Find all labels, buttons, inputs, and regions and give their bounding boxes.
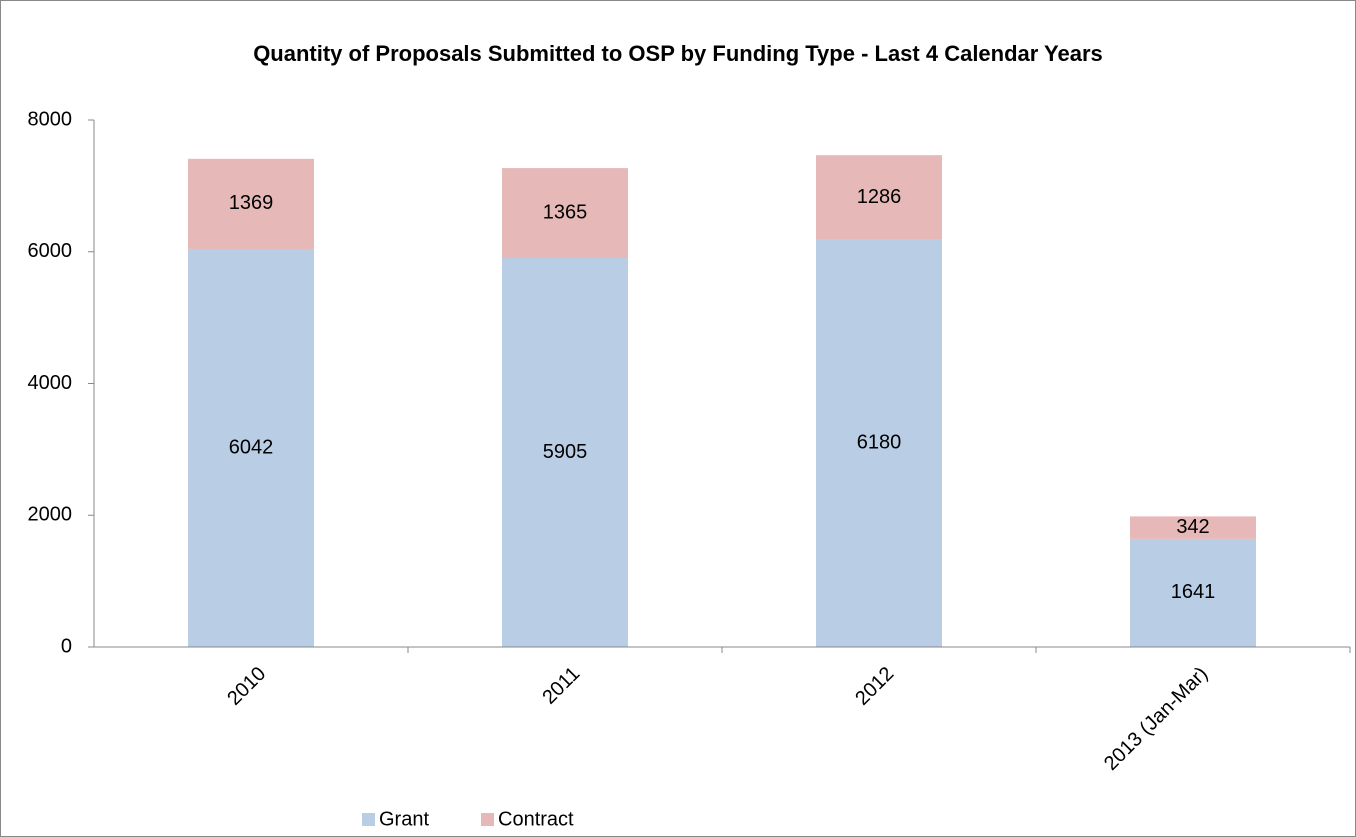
- y-tick-label: 0: [61, 635, 72, 657]
- data-label: 5905: [543, 441, 588, 463]
- data-label: 6180: [857, 432, 902, 454]
- bar-segment: [816, 239, 942, 647]
- bar-segment: [188, 248, 314, 647]
- data-label: 1286: [857, 186, 902, 208]
- legend-label: Contract: [498, 808, 574, 830]
- bar-segment: [188, 158, 314, 249]
- data-label: 1641: [1171, 581, 1216, 603]
- bar-segment: [1130, 538, 1256, 647]
- bar-segment: [1130, 516, 1256, 539]
- chart-title: Quantity of Proposals Submitted to OSP b…: [253, 41, 1103, 66]
- data-label: 342: [1176, 516, 1209, 538]
- y-tick-label: 8000: [28, 108, 73, 130]
- data-label: 1369: [229, 192, 274, 214]
- bar-segment: [502, 258, 628, 647]
- data-label: 1365: [543, 201, 588, 223]
- legend-swatch: [362, 813, 375, 826]
- y-tick-label: 4000: [28, 372, 73, 394]
- bar-segment: [816, 155, 942, 240]
- legend-swatch: [481, 813, 494, 826]
- legend-label: Grant: [379, 808, 429, 830]
- y-tick-label: 2000: [28, 504, 73, 526]
- data-label: 6042: [229, 436, 274, 458]
- y-tick-label: 6000: [28, 240, 73, 262]
- bar-segment: [502, 168, 628, 259]
